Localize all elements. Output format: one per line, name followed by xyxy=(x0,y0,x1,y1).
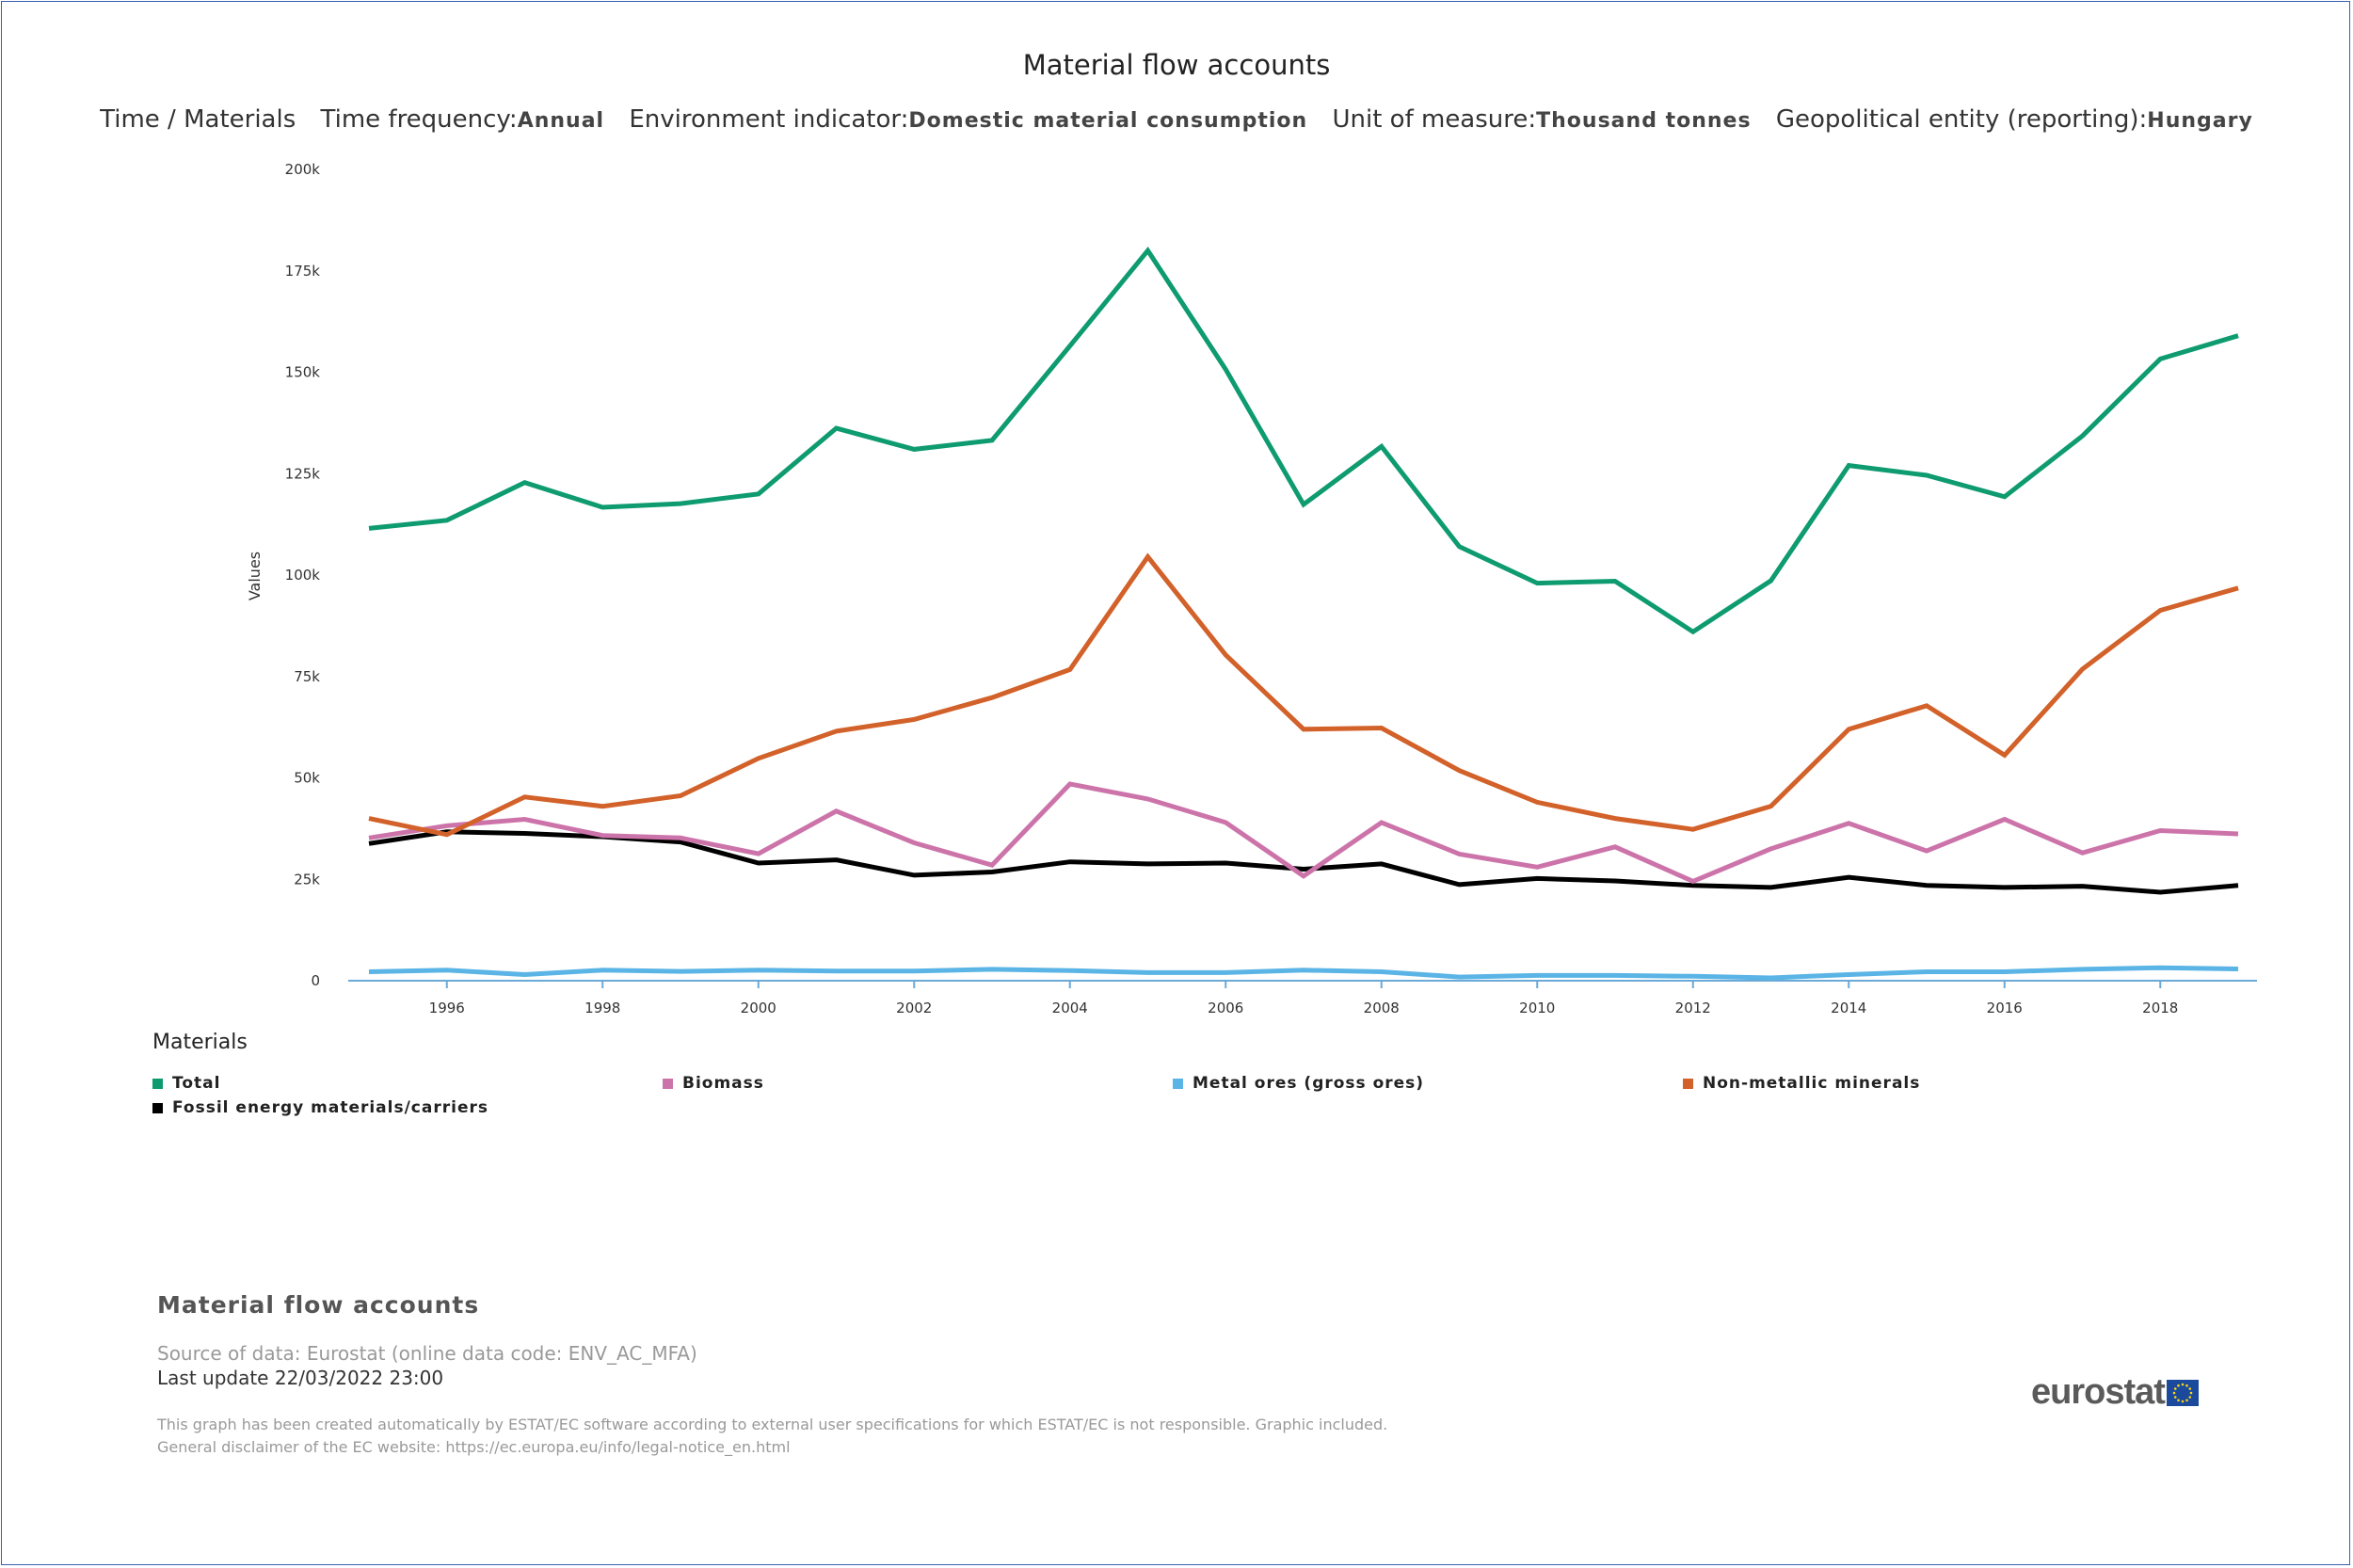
legend-label: Biomass xyxy=(682,1074,764,1093)
y-tick-label: 200k xyxy=(285,161,321,178)
legend-items: Total Biomass Metal ores (gross ores) Non-m… xyxy=(152,1071,2280,1120)
geo-label: Geopolitical entity (reporting): xyxy=(1775,105,2148,134)
legend-item[interactable]: Total xyxy=(152,1071,663,1096)
series-line-biomass[interactable] xyxy=(368,781,2239,885)
legend: Materials Total Biomass Metal ores (gross … xyxy=(152,1031,2280,1120)
y-tick-label: 25k xyxy=(294,871,320,888)
legend-swatch xyxy=(152,1102,163,1113)
footer-title: Material flow accounts xyxy=(157,1291,480,1319)
x-tick-label: 1998 xyxy=(584,1000,620,1016)
legend-item[interactable]: Fossil energy materials/carriers xyxy=(152,1096,663,1120)
y-tick-label: 100k xyxy=(285,567,321,584)
legend-label: Fossil energy materials/carriers xyxy=(172,1098,488,1117)
x-tick-label: 2018 xyxy=(2142,1000,2178,1016)
y-tick-label: 50k xyxy=(294,770,320,787)
legend-item[interactable]: Metal ores (gross ores) xyxy=(1173,1071,1683,1096)
legend-item[interactable]: Biomass xyxy=(663,1071,1173,1096)
disclaimer: This graph has been created automaticall… xyxy=(157,1414,1387,1459)
chart-title: Material flow accounts xyxy=(1022,49,1331,81)
eurostat-logo-text: eurostat xyxy=(2031,1372,2166,1412)
y-tick-label: 125k xyxy=(285,465,321,482)
y-tick-label: 150k xyxy=(285,364,321,381)
x-tick-label: 2000 xyxy=(741,1000,776,1016)
legend-label: Metal ores (gross ores) xyxy=(1193,1074,1425,1093)
chart-subtitle: Time / Materials Time frequency:Annual E… xyxy=(0,105,2353,134)
geo-value: Hungary xyxy=(2147,109,2253,133)
x-tick-label: 2008 xyxy=(1364,1000,1400,1016)
legend-label: Total xyxy=(172,1074,221,1093)
series-line-total[interactable] xyxy=(368,246,2239,635)
frequency-value: Annual xyxy=(517,109,605,133)
series-line-metal-ores-gross-ores-[interactable] xyxy=(368,965,2239,981)
indicator-value: Domestic material consumption xyxy=(908,109,1308,133)
indicator-label: Environment indicator: xyxy=(629,105,909,134)
x-tick-label: 2002 xyxy=(896,1000,932,1016)
y-tick-label: 175k xyxy=(285,263,321,280)
x-tick-label: 2016 xyxy=(1987,1000,2023,1016)
frequency-label: Time frequency: xyxy=(320,105,518,134)
x-tick-label: 2010 xyxy=(1519,1000,1555,1016)
disclaimer-line-1: This graph has been created automaticall… xyxy=(157,1416,1388,1433)
last-update: Last update 22/03/2022 23:00 xyxy=(157,1367,444,1389)
disclaimer-line-2: General disclaimer of the EC website: ht… xyxy=(157,1438,791,1456)
y-tick-label: 0 xyxy=(311,972,320,989)
series-lines xyxy=(368,246,2239,981)
dimensions-label: Time / Materials xyxy=(100,105,296,134)
legend-label: Non-metallic minerals xyxy=(1703,1074,1921,1093)
unit-value: Thousand tonnes xyxy=(1536,109,1752,133)
x-tick-label: 2004 xyxy=(1052,1000,1088,1016)
y-axis-label: Values xyxy=(246,552,264,600)
x-tick-label: 1996 xyxy=(429,1000,465,1016)
y-axis: 0 25k 50k 75k 100k 125k 150k 175k 200k xyxy=(285,161,321,989)
unit-label: Unit of measure: xyxy=(1332,105,1537,134)
legend-swatch xyxy=(663,1078,673,1089)
legend-swatch xyxy=(152,1078,163,1089)
x-axis: 1996 1998 2000 2002 2004 2006 2008 2010 2012 2014… xyxy=(348,980,2257,1016)
x-tick-label: 2006 xyxy=(1208,1000,1243,1016)
x-tick-label: 2014 xyxy=(1831,1000,1866,1016)
legend-swatch xyxy=(1173,1078,1183,1089)
legend-swatch xyxy=(1683,1078,1693,1089)
data-source: Source of data: Eurostat (online data co… xyxy=(157,1342,697,1365)
eu-flag-icon xyxy=(2166,1379,2199,1406)
eurostat-logo: eurostat xyxy=(2031,1372,2199,1413)
legend-title: Materials xyxy=(152,1031,248,1054)
legend-item[interactable]: Non-metallic minerals xyxy=(1683,1071,2193,1096)
y-tick-label: 75k xyxy=(294,668,320,685)
series-line-non-metallic-minerals[interactable] xyxy=(368,552,2239,838)
series-line-fossil-energy-materials-carriers[interactable] xyxy=(368,829,2239,895)
x-tick-label: 2012 xyxy=(1675,1000,1711,1016)
